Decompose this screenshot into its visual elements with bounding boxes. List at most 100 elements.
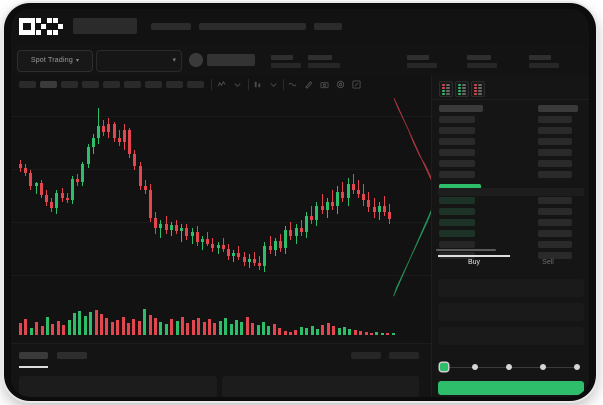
orderbook-ask-row[interactable] (439, 171, 475, 178)
orderbook-mode-asks-icon[interactable] (471, 81, 485, 97)
nav-item-3[interactable] (238, 23, 276, 30)
bottom-control-1[interactable] (351, 352, 381, 359)
market-stat-5 (529, 55, 565, 69)
orderbook-bid-row[interactable] (439, 230, 475, 237)
tab-buy[interactable]: Buy (467, 259, 481, 266)
slider-step-3[interactable] (540, 364, 546, 370)
bottom-tab-active-underline (19, 366, 48, 368)
okx-logo-icon[interactable] (19, 18, 64, 35)
bottom-panel-2[interactable] (222, 376, 419, 397)
timeframe-4[interactable] (82, 81, 99, 88)
coin-avatar-icon (189, 53, 203, 67)
slider-step-1[interactable] (472, 364, 478, 370)
nav-item-1[interactable] (151, 23, 191, 30)
orderbook-bid-amount (538, 197, 572, 204)
chevron-down-icon[interactable] (269, 80, 278, 89)
bottom-control-2[interactable] (389, 352, 419, 359)
candlestick-chart[interactable] (11, 94, 431, 297)
orderbook-mode-bids-icon[interactable] (455, 81, 469, 97)
volume-bar (289, 332, 292, 335)
candle-body (81, 164, 85, 182)
candle-body (112, 124, 116, 138)
camera-icon[interactable] (320, 80, 329, 89)
orderbook-bid-row[interactable] (439, 219, 475, 226)
market-stat-2 (308, 55, 344, 69)
candle-body (29, 173, 33, 186)
volume-bar (62, 325, 66, 335)
candle-body (346, 184, 350, 198)
pair-name-placeholder (207, 54, 255, 66)
timeframe-8[interactable] (166, 81, 183, 88)
pencil-icon[interactable] (304, 80, 313, 89)
fullscreen-icon[interactable] (352, 80, 361, 89)
candle-body (149, 190, 152, 218)
volume-bar (375, 332, 379, 335)
orderbook-bid-row[interactable] (439, 197, 475, 204)
candle-body (273, 241, 277, 250)
bottom-tab-1[interactable] (19, 352, 48, 359)
orderbook-scrollbar[interactable] (436, 249, 496, 251)
volume-bar (121, 317, 125, 335)
orderbook-ask-row[interactable] (439, 105, 483, 112)
slider-step-0[interactable] (440, 363, 448, 371)
volume-bar (245, 317, 249, 335)
toolbar-divider (211, 79, 212, 90)
timeframe-5[interactable] (103, 81, 120, 88)
pair-select-dropdown[interactable]: ▾ (96, 50, 182, 72)
orderbook-ask-row[interactable] (439, 116, 475, 123)
candle-body (190, 232, 194, 236)
orderbook-mode-both-icon[interactable] (439, 81, 453, 97)
timeframe-1[interactable] (19, 81, 36, 88)
timeframe-6[interactable] (124, 81, 141, 88)
candle-body (19, 164, 22, 168)
crosshair-icon[interactable] (217, 80, 226, 89)
nav-item-2[interactable] (199, 23, 245, 30)
candle-body (232, 253, 236, 256)
slider-step-4[interactable] (574, 364, 580, 370)
volume-bar (251, 323, 255, 335)
order-field-1[interactable] (438, 279, 584, 297)
candle-wick (160, 220, 162, 238)
orderbook-ask-row[interactable] (439, 127, 475, 134)
candle-body (34, 183, 38, 186)
candle-body (55, 193, 59, 208)
timeframe-3[interactable] (61, 81, 78, 88)
nav-item-5[interactable] (314, 23, 342, 30)
candle-body (237, 253, 241, 257)
volume-bar (175, 321, 179, 335)
orderbook-bid-row[interactable] (439, 241, 475, 248)
timeframe-2[interactable] (40, 81, 57, 88)
orderbook-ask-amount (538, 105, 578, 112)
volume-bar (46, 317, 49, 335)
volume-bar (89, 312, 93, 335)
volume-bar (229, 324, 233, 335)
orderbook-bid-row[interactable] (439, 208, 475, 215)
candle-body (383, 206, 386, 212)
volume-bar (40, 326, 44, 335)
orderbook-ask-row[interactable] (439, 149, 475, 156)
wave-icon[interactable] (288, 80, 297, 89)
tab-sell[interactable]: Sell (542, 259, 554, 266)
submit-buy-button[interactable] (438, 381, 584, 395)
candle-body (24, 168, 28, 173)
settings-icon[interactable] (336, 80, 345, 89)
volume-bar (326, 323, 330, 335)
timeframe-9[interactable] (187, 81, 204, 88)
order-field-2[interactable] (438, 303, 584, 321)
search-input[interactable] (73, 18, 137, 34)
indicator-icon[interactable] (253, 80, 262, 89)
orderbook-ask-row[interactable] (439, 160, 475, 167)
volume-bar (272, 324, 276, 335)
chevron-down-icon[interactable] (233, 80, 242, 89)
bottom-panel-1[interactable] (19, 376, 217, 397)
nav-item-4[interactable] (274, 23, 306, 30)
candle-wick (332, 190, 333, 210)
trading-mode-dropdown[interactable]: Spot Trading ▾ (17, 50, 93, 72)
order-amount-slider[interactable] (440, 363, 582, 373)
orderbook-and-order-form: Buy Sell (431, 75, 589, 397)
bottom-tab-2[interactable] (57, 352, 87, 359)
order-field-3[interactable] (438, 327, 584, 345)
timeframe-7[interactable] (145, 81, 162, 88)
slider-step-2[interactable] (506, 364, 512, 370)
orderbook-ask-row[interactable] (439, 138, 475, 145)
